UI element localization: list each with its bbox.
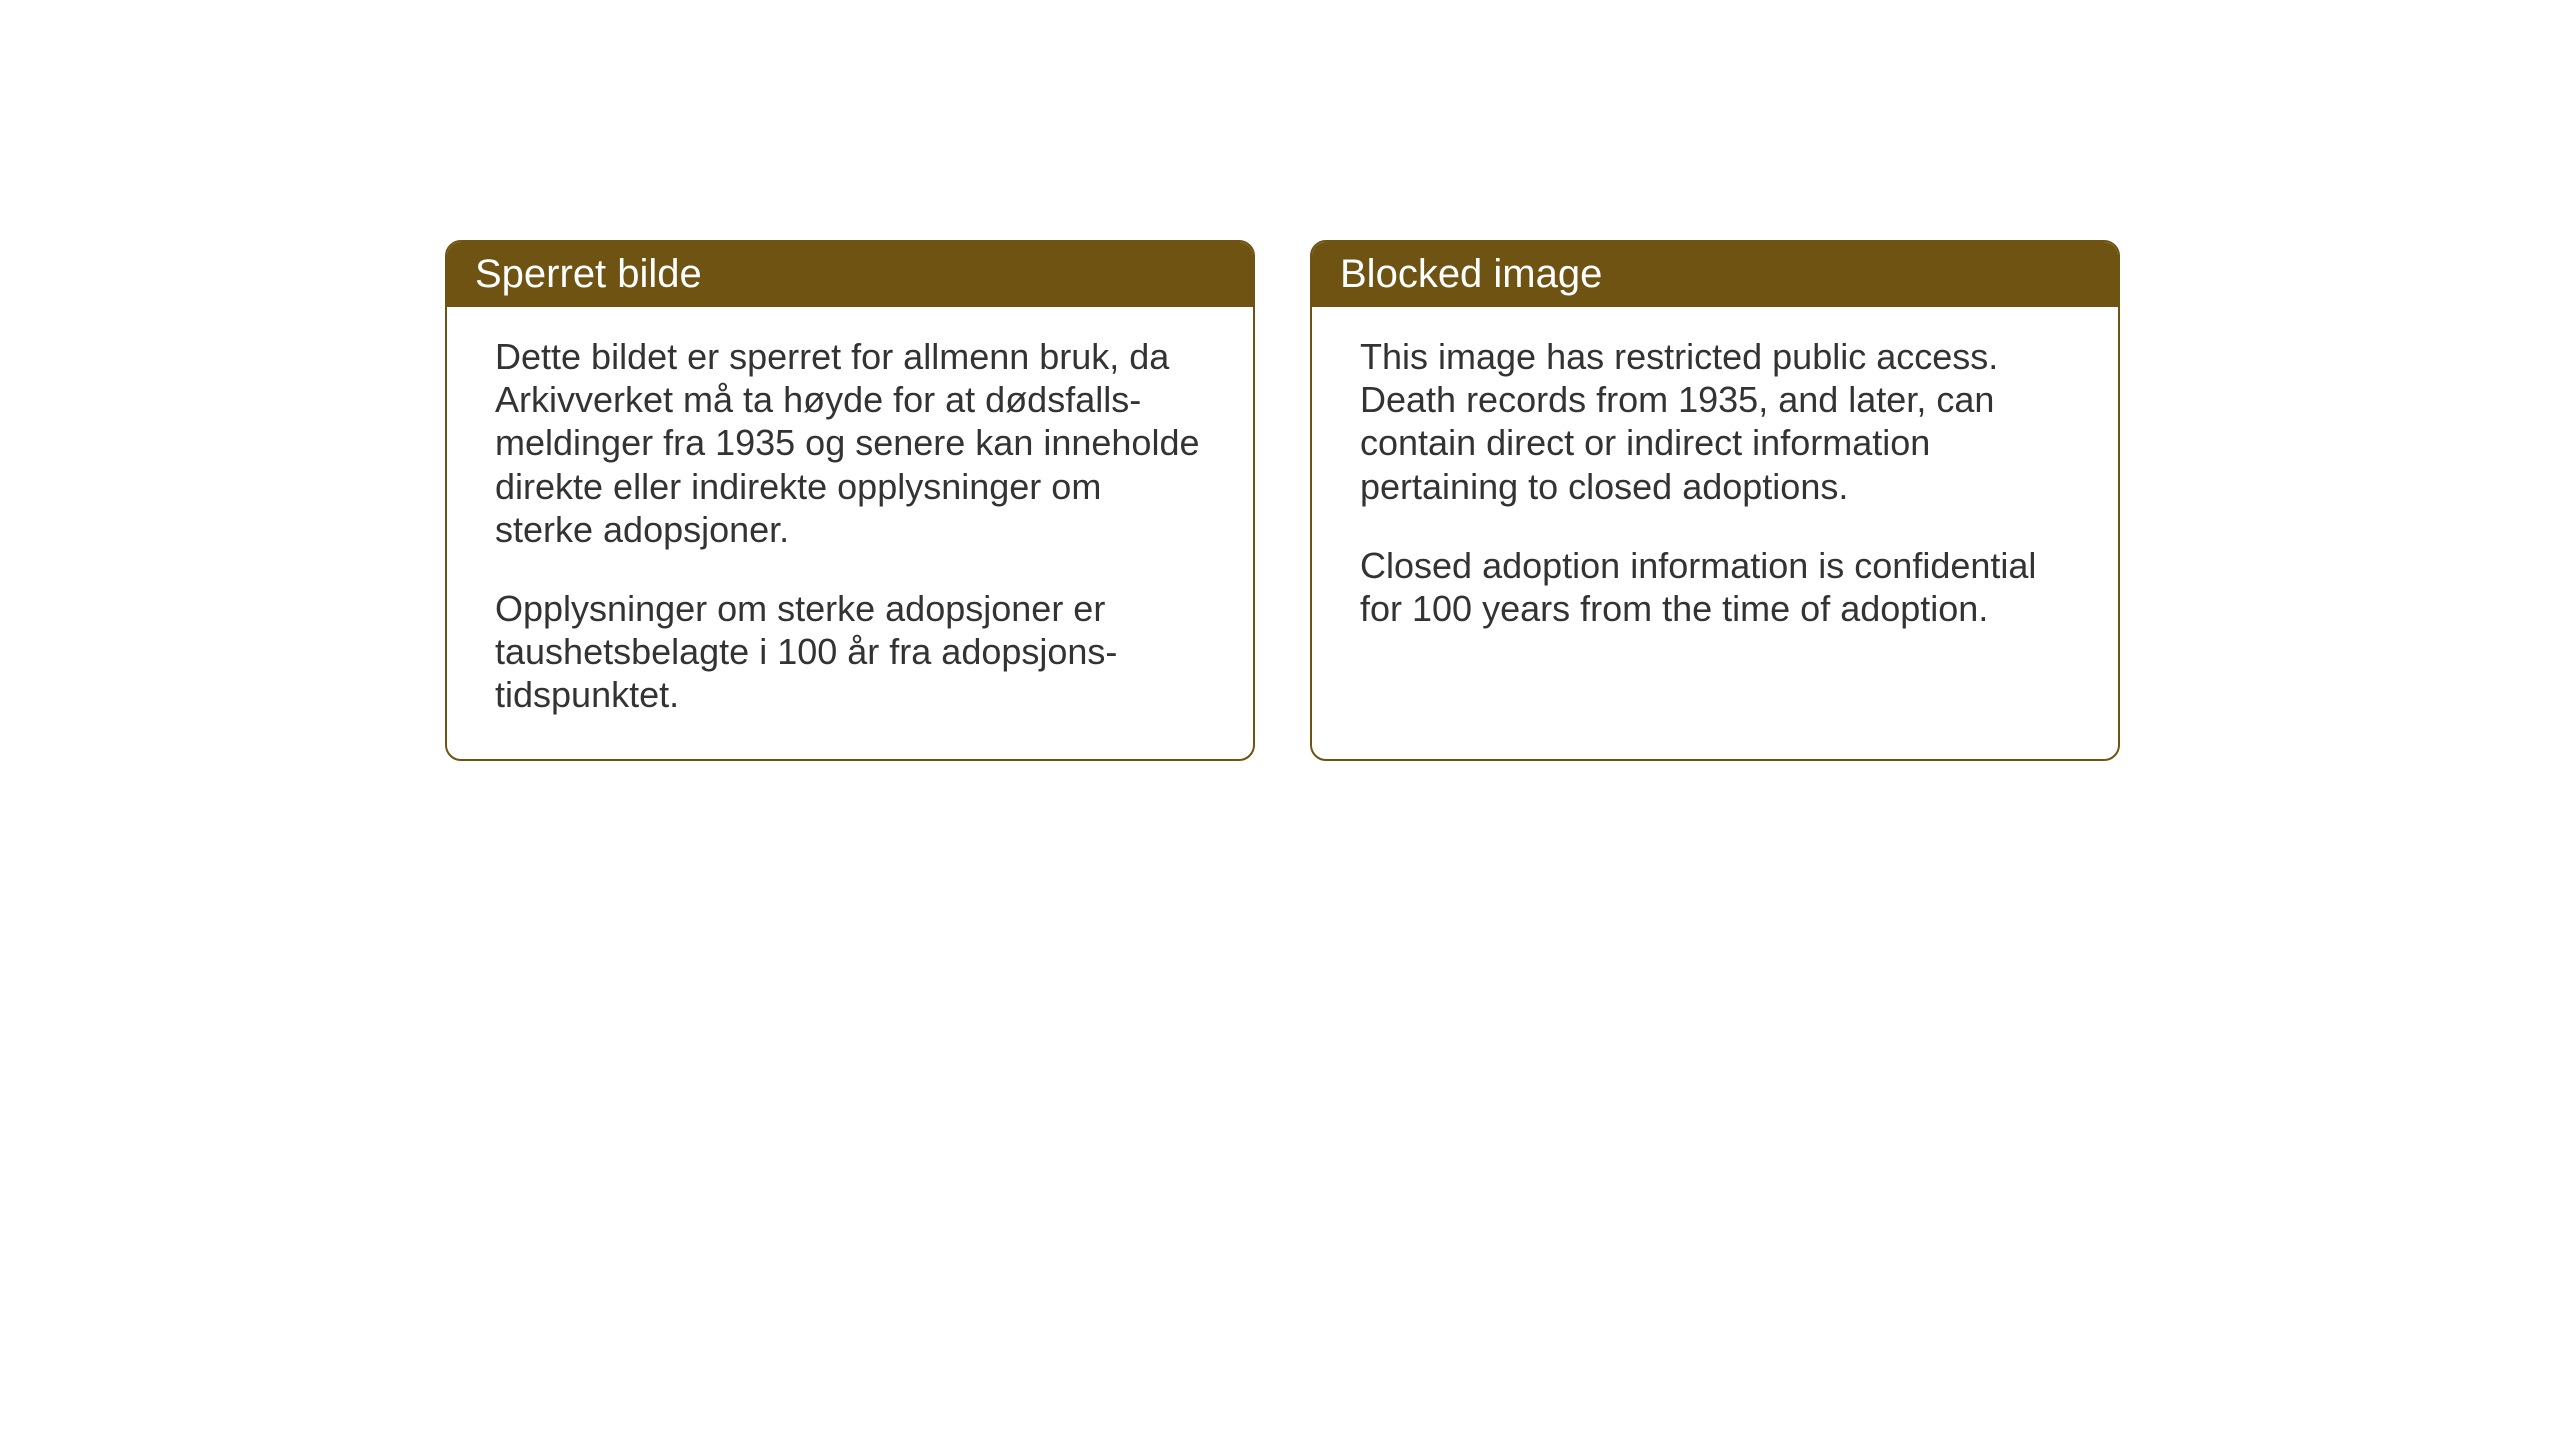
norwegian-paragraph-1: Dette bildet er sperret for allmenn bruk… xyxy=(495,335,1205,551)
english-card-header: Blocked image xyxy=(1312,242,2118,307)
norwegian-card-body: Dette bildet er sperret for allmenn bruk… xyxy=(447,307,1253,759)
norwegian-paragraph-2: Opplysninger om sterke adopsjoner er tau… xyxy=(495,587,1205,717)
norwegian-notice-card: Sperret bilde Dette bildet er sperret fo… xyxy=(445,240,1255,761)
english-paragraph-1: This image has restricted public access.… xyxy=(1360,335,2070,508)
norwegian-card-title: Sperret bilde xyxy=(475,252,702,296)
english-card-body: This image has restricted public access.… xyxy=(1312,307,2118,672)
english-notice-card: Blocked image This image has restricted … xyxy=(1310,240,2120,761)
english-paragraph-2: Closed adoption information is confident… xyxy=(1360,544,2070,630)
notice-container: Sperret bilde Dette bildet er sperret fo… xyxy=(445,240,2120,761)
english-card-title: Blocked image xyxy=(1340,252,1602,296)
norwegian-card-header: Sperret bilde xyxy=(447,242,1253,307)
